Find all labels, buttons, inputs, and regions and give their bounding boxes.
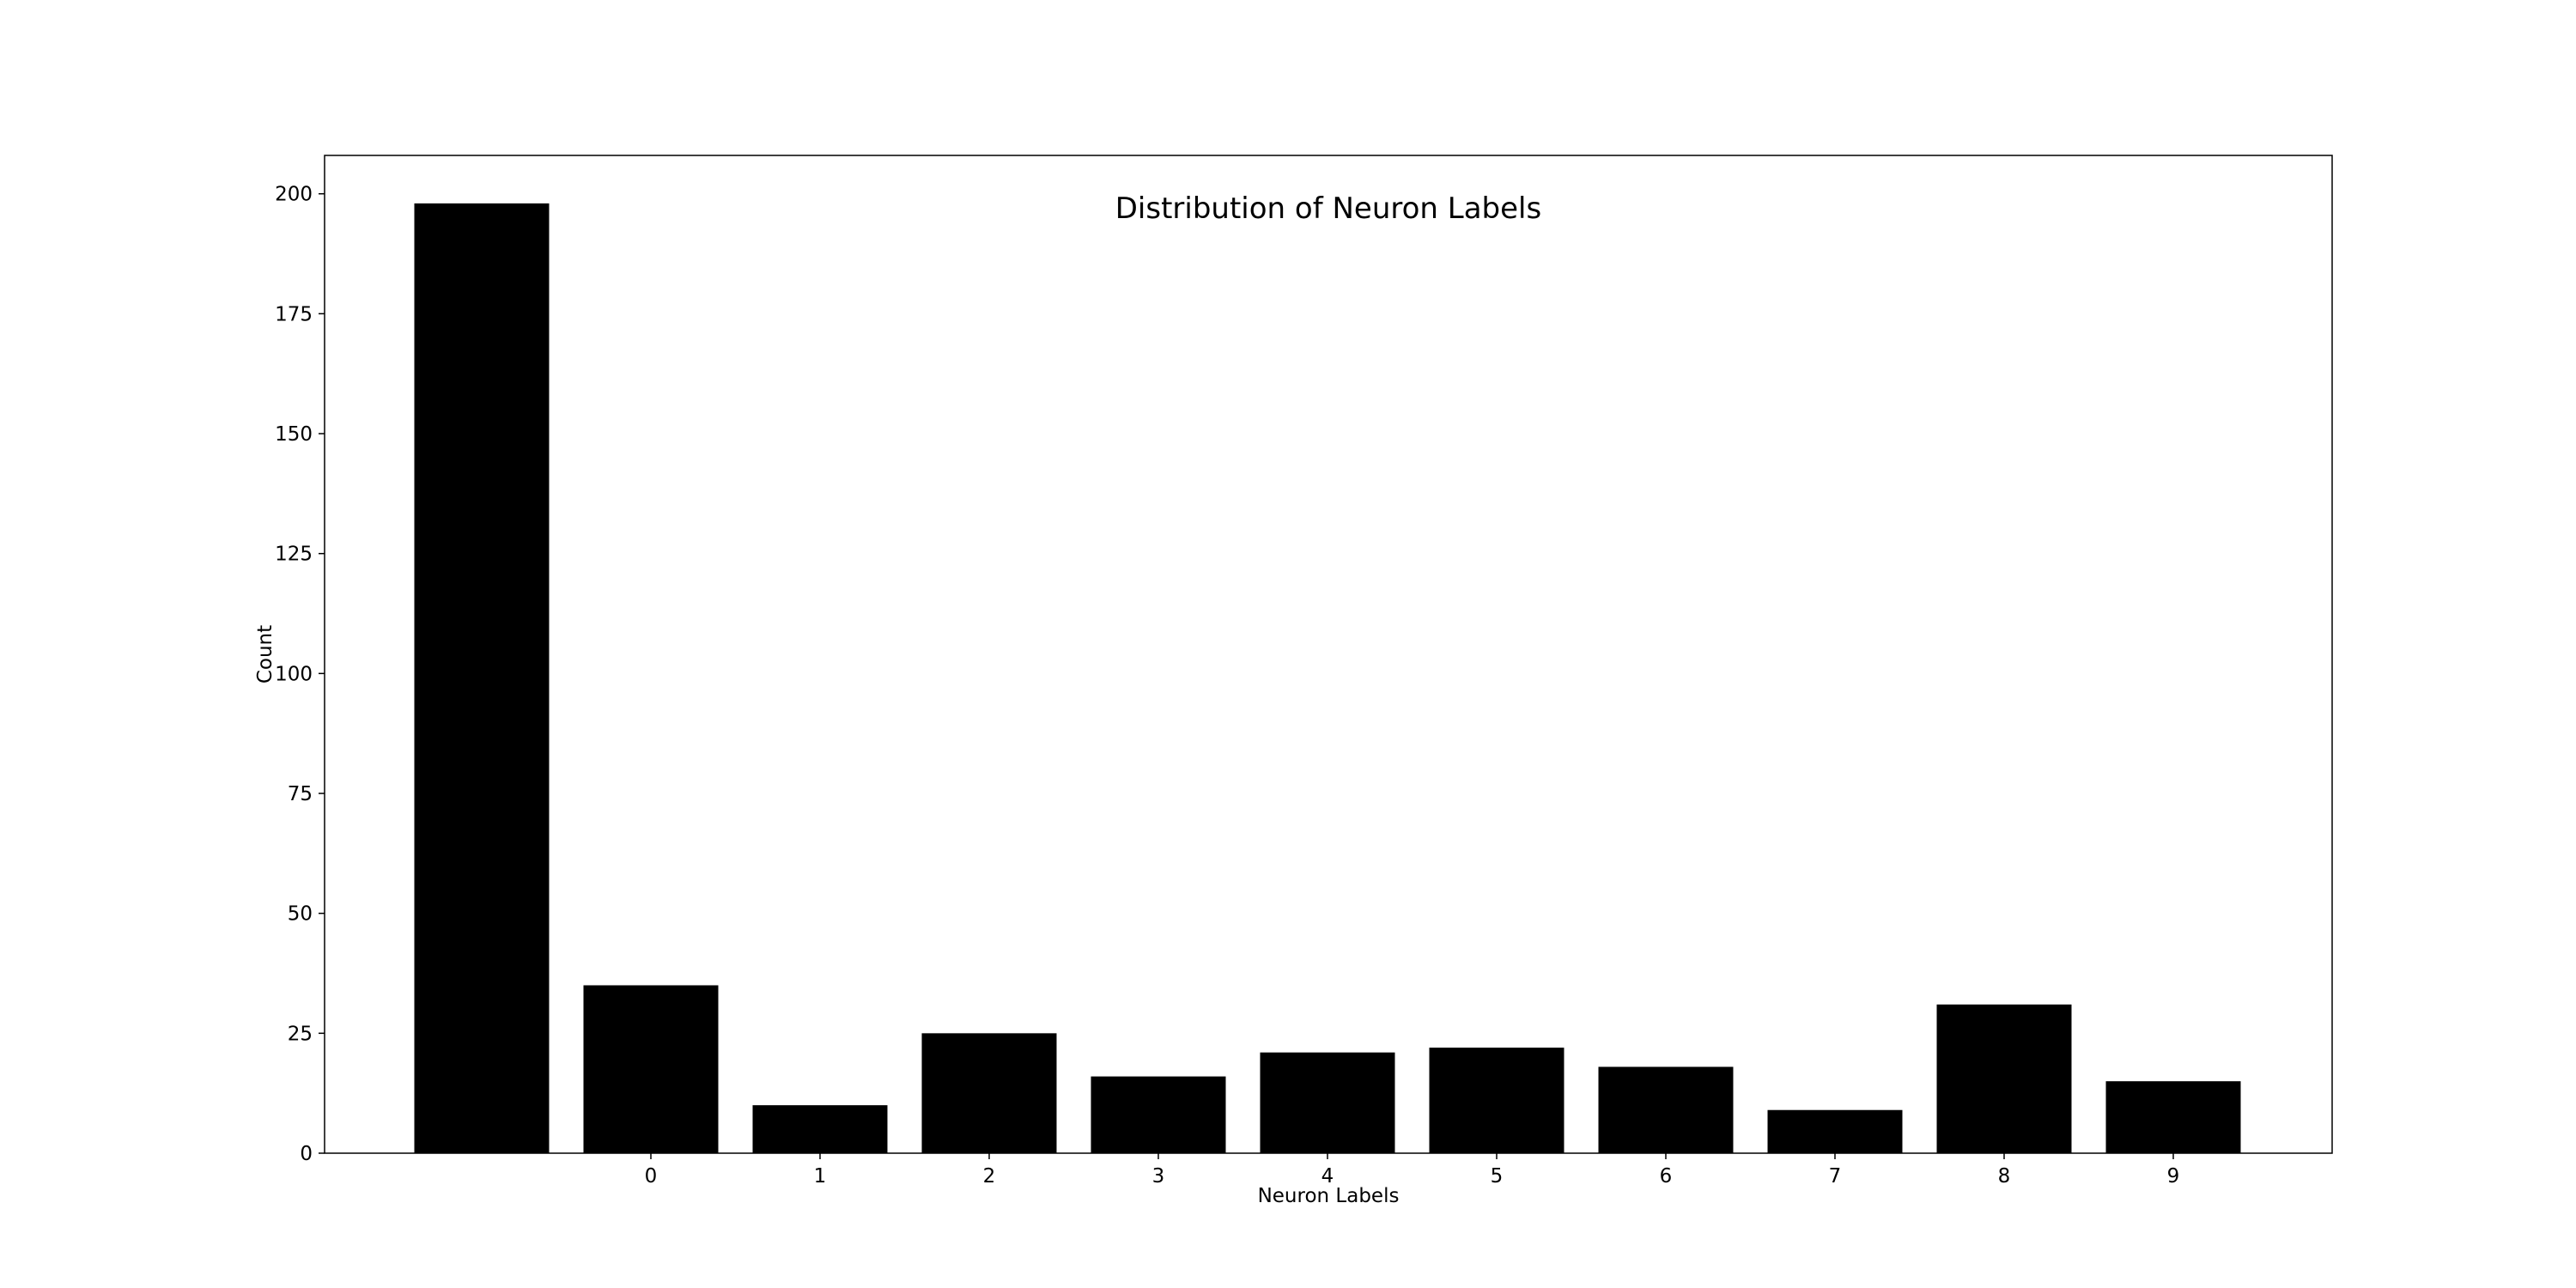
x-tick-label: 1 [814, 1165, 827, 1188]
y-tick-label: 200 [275, 184, 313, 206]
bars [414, 203, 2241, 1154]
bar-unlabeled [414, 203, 550, 1154]
bar-1 [752, 1105, 888, 1153]
y-tick-label: 100 [275, 663, 313, 685]
bar-3 [1091, 1076, 1226, 1153]
y-tick-label: 175 [275, 303, 313, 325]
y-tick-label: 0 [300, 1143, 313, 1165]
bar-2 [921, 1033, 1057, 1153]
y-tick-label: 50 [288, 903, 313, 926]
bar-0 [583, 985, 719, 1153]
x-tick-label: 8 [1998, 1165, 2011, 1188]
x-tick-label: 3 [1152, 1165, 1165, 1188]
x-tick-label: 7 [1829, 1165, 1842, 1188]
x-tick-label: 2 [983, 1165, 996, 1188]
chart-title: Distribution of Neuron Labels [1115, 191, 1541, 226]
plot-frame [324, 155, 2333, 1154]
x-tick-label: 4 [1321, 1165, 1334, 1188]
y-tick-label: 25 [288, 1023, 313, 1045]
x-axis-label: Neuron Labels [1258, 1185, 1400, 1207]
x-tick-label: 6 [1660, 1165, 1673, 1188]
bar-4 [1260, 1052, 1395, 1153]
bar-5 [1429, 1048, 1564, 1153]
bar-7 [1767, 1109, 1903, 1153]
bar-8 [1936, 1004, 2072, 1153]
y-ticks: 0 25 50 75 100 125 150 175 200 [275, 184, 325, 1165]
y-tick-label: 150 [275, 423, 313, 446]
x-ticks: 0 1 2 3 4 5 6 7 8 9 [645, 1153, 2180, 1188]
y-tick-label: 75 [288, 783, 313, 805]
y-tick-label: 125 [275, 544, 313, 566]
x-tick-label: 9 [2167, 1165, 2180, 1188]
x-tick-label: 5 [1491, 1165, 1504, 1188]
bar-6 [1598, 1066, 1734, 1153]
y-axis-label: Count [254, 625, 276, 683]
x-tick-label: 0 [645, 1165, 658, 1188]
bar-9 [2105, 1081, 2241, 1153]
